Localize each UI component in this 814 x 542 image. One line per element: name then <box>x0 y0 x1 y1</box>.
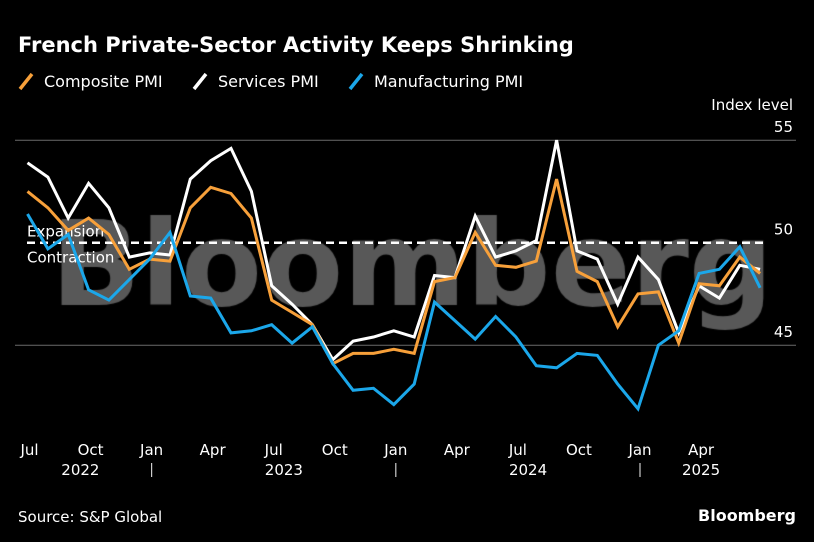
legend: Composite PMI Services PMI Manufacturing P… <box>18 72 523 91</box>
source-note: Source: S&P Global <box>18 508 162 526</box>
legend-swatch <box>192 72 208 91</box>
x-tick-label: Oct <box>566 441 592 459</box>
series-line-manufacturing-pmi <box>26 213 762 412</box>
contraction-label: Contraction <box>27 249 114 267</box>
x-tick-label: Jan <box>627 441 651 459</box>
legend-label: Composite PMI <box>44 72 163 91</box>
legend-label: Manufacturing PMI <box>374 72 523 91</box>
y-axis-label: Index level <box>711 96 793 114</box>
series-line-services-pmi <box>26 139 761 362</box>
x-tick-label: Apr <box>688 441 715 459</box>
y-tick-label: 45 <box>774 323 793 341</box>
y-tick-label: 50 <box>774 221 793 239</box>
legend-swatch <box>348 72 364 91</box>
x-tick-label: Apr <box>444 441 471 459</box>
x-tick-label: Jan <box>383 441 407 459</box>
x-tick-label: Oct <box>78 441 104 459</box>
chart-title: French Private-Sector Activity Keeps Shr… <box>18 33 574 57</box>
x-tick-label: Jul <box>264 441 283 459</box>
reference-line: Expansion Contraction <box>27 223 765 267</box>
x-tick-label: Jul <box>508 441 527 459</box>
grid: 45 50 55 <box>15 118 796 346</box>
series-lines <box>26 139 762 412</box>
bloomberg-logo: Bloomberg <box>698 506 796 525</box>
x-tick-label: Apr <box>200 441 227 459</box>
year-label: 2023 <box>265 461 303 479</box>
legend-item: Services PMI <box>192 72 319 91</box>
year-label: 2022 <box>61 461 99 479</box>
legend-item: Composite PMI <box>18 72 163 91</box>
x-axis: Jul Oct Jan Apr Jul Oct Jan Apr Jul Oct Jan Apr 2022… <box>19 441 720 479</box>
expansion-label: Expansion <box>27 223 104 241</box>
year-label: 2025 <box>682 461 720 479</box>
legend-item: Manufacturing PMI <box>348 72 523 91</box>
y-tick-label: 55 <box>774 118 793 136</box>
x-tick-label: Jul <box>19 441 38 459</box>
legend-swatch <box>18 72 34 91</box>
x-tick-label: Oct <box>322 441 348 459</box>
x-tick-label: Jan <box>139 441 163 459</box>
legend-label: Services PMI <box>218 72 319 91</box>
year-label: 2024 <box>509 461 547 479</box>
